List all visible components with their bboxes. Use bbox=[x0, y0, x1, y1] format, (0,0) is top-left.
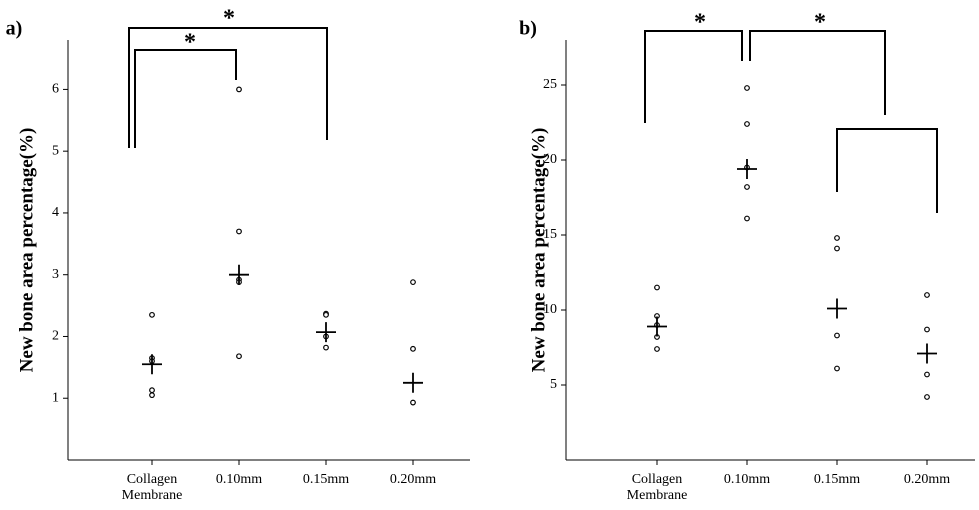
data-point bbox=[410, 399, 416, 406]
data-point bbox=[323, 344, 329, 351]
y-tick-label: 3 bbox=[52, 267, 59, 282]
panel-label: b) bbox=[519, 18, 537, 40]
y-tick-label: 5 bbox=[550, 377, 557, 392]
data-point bbox=[744, 184, 750, 190]
bracket bbox=[836, 128, 938, 213]
data-point bbox=[834, 235, 840, 241]
panel-label: a) bbox=[6, 18, 23, 40]
y-axis-label: New bone area percentage(%) bbox=[528, 128, 549, 373]
y-tick-label: 15 bbox=[543, 227, 557, 242]
data-point bbox=[410, 279, 416, 286]
x-tick-label: 0.15mm bbox=[302, 472, 350, 487]
y-tick-label: 4 bbox=[52, 205, 59, 220]
significance-brackets bbox=[128, 27, 938, 213]
mean-marker bbox=[142, 354, 162, 375]
y-tick-label: 25 bbox=[543, 77, 557, 92]
bracket bbox=[749, 30, 886, 115]
x-tick-label: 0.10mm bbox=[723, 472, 771, 487]
x-tick-label: 0.20mm bbox=[389, 472, 437, 487]
data-point bbox=[410, 345, 416, 352]
mean-marker bbox=[917, 343, 937, 364]
x-tick-label: 0.10mm bbox=[215, 472, 263, 487]
mean-marker bbox=[316, 322, 336, 343]
data-point bbox=[834, 245, 840, 252]
data-point bbox=[149, 392, 155, 399]
significance-star: * bbox=[694, 10, 706, 36]
data-point bbox=[236, 353, 242, 360]
mean-marker bbox=[229, 264, 249, 285]
data-point bbox=[654, 346, 660, 352]
data-point bbox=[924, 371, 930, 378]
data-point bbox=[834, 332, 840, 339]
x-tick-label: Collagen Membrane bbox=[121, 472, 183, 503]
data-point bbox=[149, 311, 155, 318]
y-tick-label: 1 bbox=[52, 390, 59, 405]
data-point bbox=[834, 365, 840, 372]
data-point bbox=[924, 394, 930, 400]
mean-marker bbox=[827, 298, 847, 319]
x-tick-label: 0.20mm bbox=[903, 472, 951, 487]
data-point bbox=[323, 311, 329, 318]
y-tick-label: 2 bbox=[52, 329, 59, 344]
data-point bbox=[236, 86, 242, 93]
y-tick-label: 10 bbox=[543, 302, 557, 317]
data-point bbox=[924, 292, 930, 298]
data-point bbox=[744, 121, 750, 127]
data-point bbox=[924, 326, 930, 333]
data-point bbox=[744, 215, 750, 222]
bracket bbox=[128, 27, 328, 148]
y-tick-label: 5 bbox=[52, 143, 59, 158]
y-tick-label: 6 bbox=[52, 82, 59, 97]
bracket bbox=[644, 30, 743, 123]
mean-marker bbox=[403, 372, 423, 393]
mean-marker bbox=[737, 159, 757, 179]
significance-star: * bbox=[223, 6, 235, 32]
data-point bbox=[149, 387, 155, 394]
significance-star: * bbox=[184, 30, 196, 56]
y-tick-label: 20 bbox=[543, 152, 557, 167]
x-tick-label: Collagen Membrane bbox=[626, 472, 688, 503]
data-point bbox=[744, 85, 750, 91]
data-point bbox=[654, 284, 660, 291]
data-point bbox=[236, 228, 242, 235]
significance-star: * bbox=[814, 10, 826, 36]
mean-marker bbox=[647, 316, 667, 337]
bracket bbox=[134, 49, 237, 148]
x-tick-label: 0.15mm bbox=[813, 472, 861, 487]
y-axis-label: New bone area percentage(%) bbox=[16, 128, 37, 373]
